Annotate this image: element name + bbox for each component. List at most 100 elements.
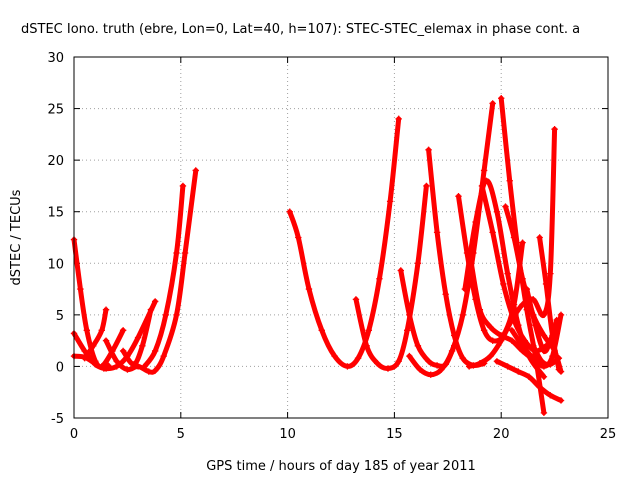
- data-point: [344, 363, 351, 370]
- y-axis-ticks: -5 0 5 10 15 20 25 30: [47, 51, 608, 427]
- data-point: [192, 167, 199, 174]
- series-trace: [82, 307, 109, 361]
- data-point: [98, 363, 105, 370]
- data-series: [70, 95, 565, 417]
- data-point: [521, 337, 528, 344]
- y-tick-label: 30: [47, 51, 64, 66]
- data-point: [160, 352, 167, 360]
- x-tick-label: 15: [386, 427, 403, 442]
- data-point: [162, 311, 170, 319]
- data-point: [151, 347, 159, 355]
- data-point: [414, 260, 422, 267]
- data-point: [547, 392, 554, 399]
- series-trace: [537, 235, 562, 372]
- data-point: [414, 342, 422, 349]
- data-series-9: [352, 182, 430, 372]
- data-point: [468, 260, 475, 267]
- data-point: [145, 368, 152, 375]
- data-point: [557, 397, 565, 404]
- data-point: [134, 334, 142, 341]
- data-point: [532, 321, 539, 329]
- data-point: [384, 365, 392, 372]
- series-trace: [103, 168, 199, 375]
- data-point: [423, 182, 430, 190]
- series-trace: [120, 307, 154, 367]
- data-series-4: [81, 306, 110, 362]
- data-point: [483, 177, 490, 184]
- data-point: [102, 365, 110, 372]
- data-series-8: [286, 115, 402, 370]
- data-point: [406, 352, 413, 360]
- data-point: [551, 126, 558, 133]
- data-point: [500, 280, 507, 288]
- data-point: [504, 270, 511, 277]
- data-series-7: [141, 182, 187, 370]
- y-tick-label: 20: [47, 154, 64, 169]
- data-point: [286, 208, 293, 215]
- data-point: [98, 327, 105, 334]
- data-point: [179, 182, 187, 190]
- data-point: [173, 311, 180, 319]
- data-point: [493, 358, 501, 365]
- data-point: [540, 311, 548, 319]
- data-point: [478, 182, 486, 190]
- data-point: [438, 366, 445, 373]
- data-point: [502, 203, 509, 210]
- data-point: [459, 311, 466, 319]
- data-point: [102, 306, 110, 313]
- data-point: [472, 218, 479, 226]
- data-point: [119, 347, 127, 355]
- x-axis-ticks: 0 5 10 15 20 25: [70, 57, 616, 442]
- data-point: [151, 298, 159, 305]
- data-point: [489, 337, 496, 344]
- data-point: [363, 342, 370, 349]
- data-point: [549, 332, 556, 339]
- y-tick-label: 10: [47, 257, 64, 272]
- data-point: [102, 337, 110, 344]
- data-point: [130, 361, 138, 368]
- data-point: [519, 239, 526, 246]
- data-series-20: [493, 358, 565, 404]
- data-point: [386, 198, 394, 205]
- data-series-6: [119, 306, 155, 368]
- y-tick-label: 15: [47, 206, 64, 221]
- data-point: [119, 327, 127, 334]
- data-point: [77, 285, 84, 293]
- data-point: [427, 371, 434, 378]
- data-point: [523, 285, 531, 293]
- data-point: [365, 327, 372, 334]
- data-point: [181, 249, 189, 257]
- data-series-24: [536, 234, 563, 373]
- x-axis-label: GPS time / hours of day 185 of year 2011: [206, 459, 476, 474]
- y-tick-label: 0: [56, 360, 64, 375]
- data-point: [90, 342, 97, 349]
- data-point: [555, 366, 563, 373]
- data-point: [487, 324, 494, 331]
- data-point: [425, 358, 432, 365]
- series-trace: [287, 116, 402, 369]
- data-point: [547, 270, 554, 277]
- data-point: [504, 363, 511, 370]
- x-tick-label: 20: [493, 427, 510, 442]
- data-point: [173, 249, 180, 257]
- data-point: [476, 360, 484, 367]
- data-point: [508, 327, 516, 334]
- data-point: [433, 229, 441, 236]
- data-point: [525, 373, 533, 380]
- data-point: [448, 347, 456, 355]
- data-point: [489, 229, 496, 236]
- data-point: [295, 234, 302, 241]
- data-point: [540, 332, 548, 339]
- data-point: [151, 367, 159, 374]
- data-point: [124, 366, 131, 373]
- data-point: [510, 234, 518, 241]
- data-point: [141, 363, 148, 370]
- data-point: [536, 234, 543, 241]
- data-point: [536, 383, 543, 391]
- data-point: [134, 363, 142, 370]
- data-point: [553, 316, 560, 324]
- data-point: [305, 285, 313, 293]
- data-point: [487, 352, 494, 360]
- data-point: [404, 327, 411, 334]
- data-point: [425, 146, 432, 154]
